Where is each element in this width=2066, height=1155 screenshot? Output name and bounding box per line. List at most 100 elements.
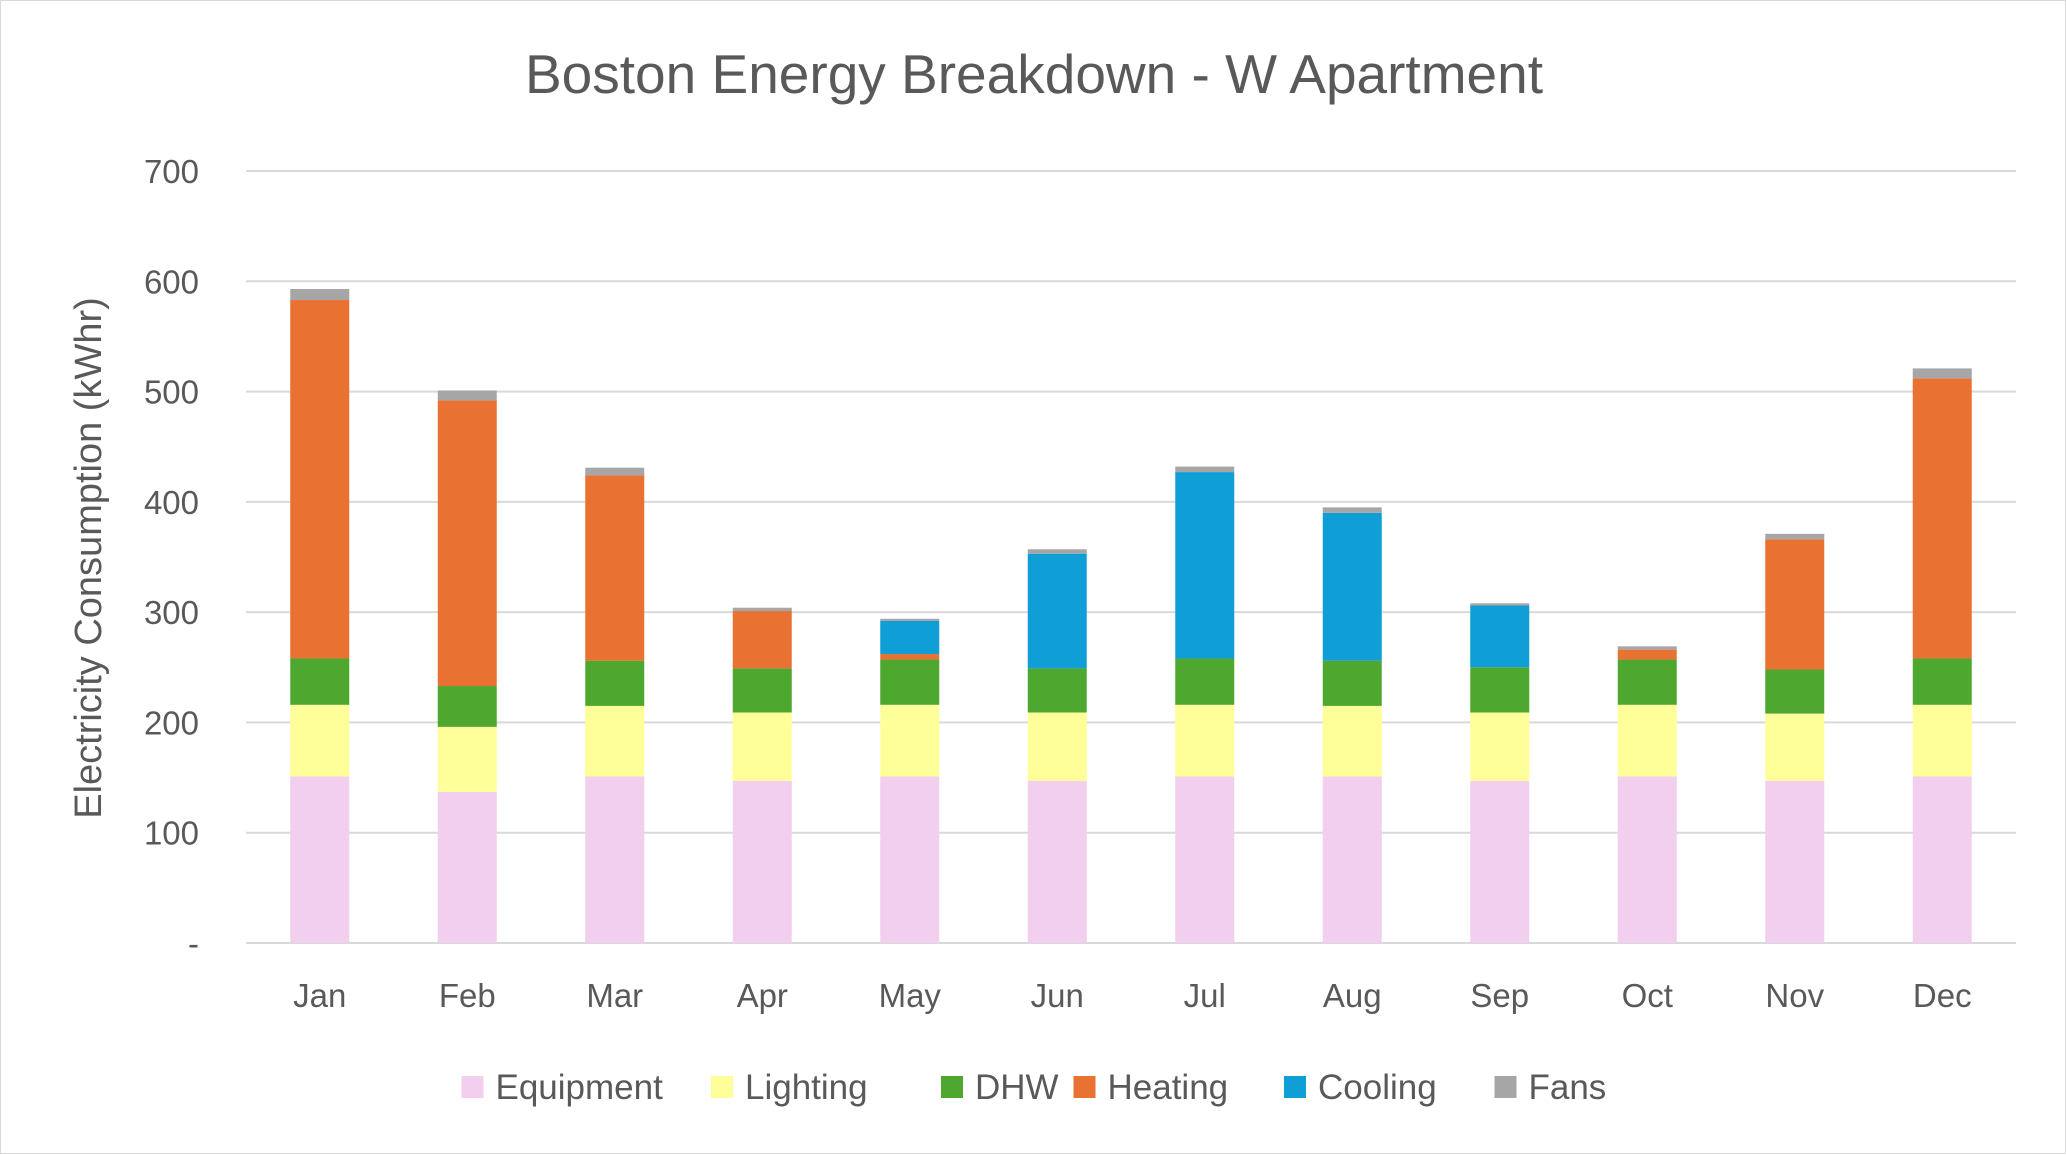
legend-item-lighting: Lighting bbox=[711, 1068, 868, 1107]
bar-lighting-apr bbox=[732, 712, 792, 781]
y-axis-label: Electricity Consumption (kWhr) bbox=[68, 297, 110, 819]
bar-lighting-sep bbox=[1470, 712, 1530, 781]
legend-item-fans: Fans bbox=[1494, 1068, 1607, 1107]
x-tick-label: Feb bbox=[439, 977, 496, 1014]
bar-equipment-dec bbox=[1912, 776, 1972, 943]
legend-item-dhw: DHW bbox=[941, 1068, 1059, 1107]
bar-lighting-oct bbox=[1617, 704, 1677, 777]
gridlines bbox=[246, 170, 2016, 944]
y-axis-ticks: - 100 200 300 400 500 600 700 bbox=[144, 153, 199, 962]
bar-fans-jul bbox=[1175, 466, 1235, 473]
x-tick-label: Jan bbox=[293, 977, 346, 1014]
bar-equipment-nov bbox=[1765, 780, 1825, 943]
bar-heating-nov bbox=[1765, 539, 1825, 670]
y-tick-label: 100 bbox=[144, 815, 199, 852]
legend: Equipment Lighting DHW Heating Cooling Fans bbox=[461, 1068, 1607, 1107]
bar-dhw-sep bbox=[1470, 667, 1530, 713]
bar-stack-apr bbox=[732, 607, 792, 943]
y-tick-label: 400 bbox=[144, 484, 199, 521]
x-tick-label: Jul bbox=[1184, 977, 1226, 1014]
x-tick-label: May bbox=[879, 977, 942, 1014]
bar-dhw-jul bbox=[1175, 658, 1235, 705]
bar-fans-apr bbox=[732, 607, 792, 612]
bar-fans-may bbox=[880, 618, 940, 621]
bar-heating-oct bbox=[1617, 649, 1677, 660]
bar-fans-sep bbox=[1470, 603, 1530, 606]
bar-cooling-may bbox=[880, 620, 940, 655]
x-tick-label: Dec bbox=[1913, 977, 1972, 1014]
y-tick-label: - bbox=[188, 925, 199, 962]
bar-dhw-jan bbox=[290, 658, 350, 705]
bar-dhw-apr bbox=[732, 668, 792, 713]
bar-heating-feb bbox=[437, 400, 497, 687]
bar-stack-sep bbox=[1470, 603, 1530, 943]
x-tick-label: Nov bbox=[1765, 977, 1824, 1014]
legend-label: DHW bbox=[975, 1068, 1059, 1107]
bar-stack-feb bbox=[437, 390, 497, 943]
bar-lighting-dec bbox=[1912, 704, 1972, 777]
legend-label: Cooling bbox=[1318, 1068, 1437, 1107]
bar-fans-aug bbox=[1322, 507, 1382, 513]
x-tick-label: Apr bbox=[737, 977, 788, 1014]
y-tick-label: 500 bbox=[144, 374, 199, 411]
bar-heating-may bbox=[880, 654, 940, 660]
bar-fans-oct bbox=[1617, 646, 1677, 650]
bar-dhw-mar bbox=[585, 660, 645, 706]
bar-lighting-jan bbox=[290, 704, 350, 777]
bar-fans-nov bbox=[1765, 533, 1825, 540]
bar-fans-jun bbox=[1027, 549, 1087, 554]
bar-stack-aug bbox=[1322, 507, 1382, 943]
bar-dhw-jun bbox=[1027, 668, 1087, 713]
bar-fans-jan bbox=[290, 289, 350, 301]
legend-swatch bbox=[1284, 1076, 1306, 1098]
bar-dhw-feb bbox=[437, 686, 497, 727]
x-tick-label: Aug bbox=[1323, 977, 1382, 1014]
bar-cooling-aug bbox=[1322, 512, 1382, 661]
bar-equipment-sep bbox=[1470, 780, 1530, 943]
bar-stack-dec bbox=[1912, 368, 1972, 943]
x-tick-label: Oct bbox=[1622, 977, 1673, 1014]
bar-equipment-jul bbox=[1175, 776, 1235, 943]
bar-stack-jul bbox=[1175, 466, 1235, 943]
bar-lighting-nov bbox=[1765, 713, 1825, 781]
bar-stack-nov bbox=[1765, 533, 1825, 943]
bar-cooling-sep bbox=[1470, 605, 1530, 668]
legend-item-equipment: Equipment bbox=[461, 1068, 664, 1107]
bars bbox=[290, 289, 1972, 943]
bar-heating-jan bbox=[290, 300, 350, 659]
bar-lighting-jul bbox=[1175, 704, 1235, 777]
bar-fans-feb bbox=[437, 390, 497, 401]
bar-equipment-feb bbox=[437, 791, 497, 943]
legend-swatch bbox=[1073, 1076, 1096, 1098]
bar-stack-jun bbox=[1027, 549, 1087, 943]
bar-stack-may bbox=[880, 618, 940, 943]
legend-label: Equipment bbox=[496, 1068, 664, 1107]
legend-label: Lighting bbox=[745, 1068, 868, 1107]
bar-stack-mar bbox=[585, 467, 645, 943]
legend-swatch bbox=[711, 1076, 733, 1098]
x-tick-label: Sep bbox=[1470, 977, 1529, 1014]
x-tick-label: Mar bbox=[586, 977, 643, 1014]
bar-heating-mar bbox=[585, 475, 645, 661]
legend-item-cooling: Cooling bbox=[1284, 1068, 1437, 1107]
bar-cooling-jul bbox=[1175, 472, 1235, 659]
bar-heating-apr bbox=[732, 611, 792, 669]
bar-equipment-may bbox=[880, 776, 940, 943]
bar-dhw-may bbox=[880, 659, 940, 705]
legend-label: Heating bbox=[1108, 1068, 1229, 1107]
bar-equipment-jun bbox=[1027, 780, 1087, 943]
y-tick-label: 600 bbox=[144, 263, 199, 300]
bar-lighting-may bbox=[880, 704, 940, 777]
bar-stack-jan bbox=[290, 289, 350, 943]
chart-title: Boston Energy Breakdown - W Apartment bbox=[525, 43, 1543, 105]
bar-equipment-apr bbox=[732, 780, 792, 943]
x-tick-label: Jun bbox=[1031, 977, 1084, 1014]
bar-cooling-jun bbox=[1027, 553, 1087, 669]
legend-swatch bbox=[461, 1076, 484, 1098]
legend-label: Fans bbox=[1529, 1068, 1607, 1107]
bar-stack-oct bbox=[1617, 646, 1677, 943]
bar-equipment-jan bbox=[290, 776, 350, 943]
bar-lighting-aug bbox=[1322, 705, 1382, 777]
